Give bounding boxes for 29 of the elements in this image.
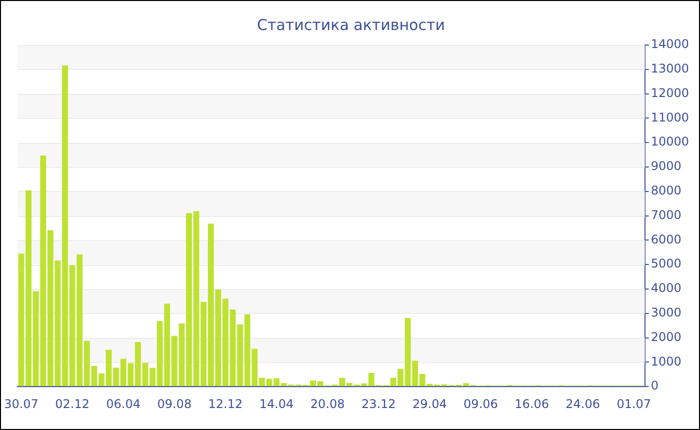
y-tick-label: 3000	[650, 306, 682, 320]
y-tick-label: 0	[650, 378, 658, 393]
y-tick-label: 11000	[650, 110, 690, 124]
y-tick-label: 10000	[650, 134, 690, 149]
x-tick-label: 29.04	[412, 396, 447, 411]
x-tick-label: 09.08	[157, 396, 192, 411]
y-tick-label: 9000	[650, 159, 682, 174]
y-tick-label: 4000	[650, 281, 682, 296]
x-tick-label: 14.04	[259, 396, 294, 411]
y-tick-label: 7000	[650, 208, 682, 222]
x-tick-label: 24.06	[566, 396, 600, 411]
x-tick-label: 23.12	[361, 396, 396, 411]
x-tick-label: 09.06	[464, 396, 498, 411]
y-tick-label: 5000	[650, 256, 682, 271]
y-tick-label: 1000	[650, 354, 682, 368]
x-tick-label: 12.12	[208, 396, 243, 411]
x-tick-label: 01.07	[616, 396, 652, 411]
y-tick-label: 8000	[650, 184, 682, 198]
x-tick-label: 06.04	[106, 396, 141, 411]
y-tick-label: 2000	[650, 330, 682, 344]
y-tick-label: 12000	[650, 86, 690, 100]
y-tick-label: 13000	[650, 62, 690, 76]
x-tick-label: 16.06	[514, 396, 549, 411]
y-tick-label: 14000	[650, 37, 690, 52]
x-tick-label: 02.12	[55, 396, 90, 411]
x-tick-label: 20.08	[310, 396, 345, 411]
chart-title: Статистика активности	[257, 16, 445, 34]
x-tick-label: 30.07	[4, 396, 38, 411]
y-tick-label: 6000	[650, 232, 682, 246]
